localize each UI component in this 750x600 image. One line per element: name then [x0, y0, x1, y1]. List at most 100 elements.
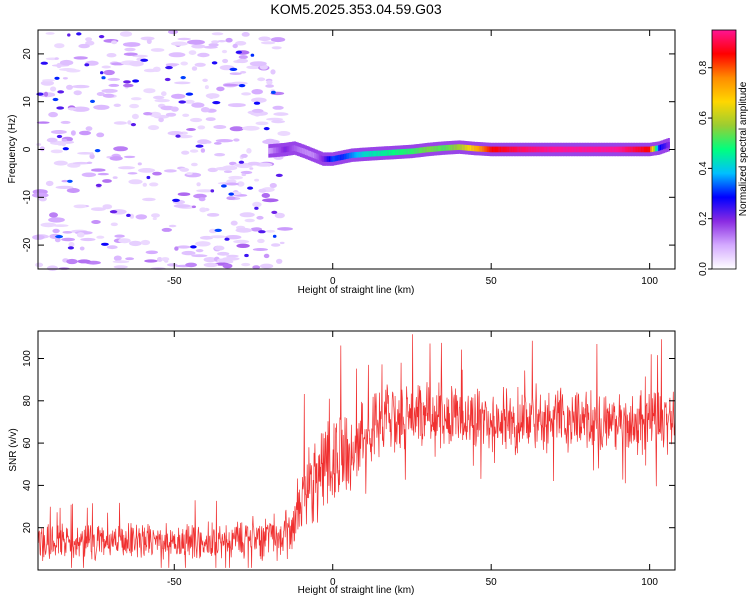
snr-series-line — [37, 334, 676, 568]
noise-blob — [80, 237, 96, 242]
noise-blob — [207, 167, 218, 173]
ridge-cell — [369, 151, 372, 157]
ridge-cell — [388, 149, 391, 156]
ridge-cell — [352, 152, 355, 158]
noise-blob — [200, 107, 210, 113]
ridge-cell — [447, 144, 450, 151]
ridge-cell — [609, 146, 612, 153]
noise-blob — [125, 257, 135, 261]
noise-blob — [102, 179, 112, 183]
ridge-cell — [520, 146, 523, 153]
ridge-cell — [480, 146, 483, 152]
ridge-cell — [507, 146, 510, 153]
colorbar-ticks: 0.0 0.2 0.4 0.6 0.8 — [698, 60, 712, 276]
noise-blob — [106, 53, 117, 58]
noise-blob — [52, 97, 59, 102]
ridge-cell — [564, 146, 567, 153]
noise-blob — [95, 183, 102, 187]
noise-blob — [171, 41, 188, 46]
noise-blob — [215, 166, 232, 171]
noise-blob — [49, 212, 58, 218]
noise-blob — [85, 126, 93, 131]
noise-blob — [213, 142, 222, 145]
noise-blob — [174, 81, 191, 85]
noise-blob — [46, 265, 59, 272]
ridge-cell — [401, 149, 404, 155]
ridge-cell — [572, 146, 575, 153]
noise-blob — [205, 117, 216, 121]
noise-blob — [276, 258, 283, 264]
noise-blob — [211, 32, 224, 36]
noise-blob — [111, 40, 118, 45]
noise-blob — [228, 175, 243, 180]
ridge-cell — [604, 146, 607, 153]
ridge-cell — [626, 146, 629, 153]
noise-blob — [251, 97, 267, 103]
ridge-cell — [550, 146, 553, 153]
ridge-cell — [577, 146, 580, 153]
ridge-cell — [521, 146, 525, 153]
noise-blob — [190, 245, 197, 249]
noise-blob — [255, 121, 269, 126]
noise-blob — [43, 91, 49, 97]
ridge-cell — [585, 146, 588, 153]
ridge-cell — [380, 150, 384, 157]
noise-blob — [191, 254, 208, 258]
noise-blob — [200, 148, 206, 153]
ridge-cell — [552, 146, 555, 153]
ridge-cell — [493, 146, 496, 153]
noise-blob — [57, 90, 65, 94]
ridge-cell — [271, 147, 274, 154]
noise-blob — [171, 93, 186, 99]
noise-blob — [254, 178, 260, 182]
noise-blob — [151, 213, 160, 218]
ridge-cell — [544, 146, 547, 153]
noise-blob — [149, 111, 162, 117]
noise-blob — [170, 106, 179, 112]
ridge-cell — [339, 154, 342, 161]
noise-blob — [113, 255, 122, 261]
ridge-cell — [613, 146, 616, 153]
noise-blob — [118, 166, 135, 170]
ridge-cell — [274, 147, 277, 154]
noise-blob — [172, 198, 180, 202]
figure-title: KOM5.2025.353.04.59.G03 — [270, 1, 441, 17]
noise-blob — [61, 237, 75, 242]
noise-blob — [214, 153, 226, 157]
ridge-cell — [374, 150, 377, 157]
noise-blob — [101, 242, 109, 246]
noise-blob — [214, 245, 225, 251]
ridge-cell — [640, 146, 643, 153]
noise-blob — [198, 197, 206, 202]
y-tick-label: 20 — [22, 522, 33, 534]
noise-blob — [123, 80, 131, 84]
ridge-cell — [319, 154, 322, 161]
ridge-cell — [590, 146, 593, 153]
noise-blob — [119, 31, 133, 37]
noise-blob — [178, 100, 186, 104]
ridge-cell — [309, 151, 312, 157]
ridge-cell — [328, 156, 331, 162]
ridge-cell — [498, 146, 501, 153]
noise-blob — [100, 71, 104, 75]
ridge-cell — [279, 147, 282, 153]
noise-blob — [222, 263, 233, 269]
noise-blob — [149, 182, 159, 187]
noise-blob — [181, 150, 190, 155]
noise-blob — [247, 161, 261, 166]
noise-blob — [174, 246, 179, 251]
noise-blob — [110, 222, 118, 227]
ridge-cell — [268, 148, 271, 154]
ridge-cell — [306, 149, 309, 156]
noise-blob — [230, 220, 238, 226]
noise-blob — [195, 241, 211, 247]
ridge-cell — [334, 155, 338, 162]
ridge-cell — [277, 147, 281, 153]
ridge-cell — [320, 155, 323, 162]
noise-blob — [90, 99, 95, 103]
noise-blob — [50, 86, 57, 92]
noise-blob — [232, 43, 238, 49]
noise-blob — [52, 228, 60, 234]
ridge-cell — [382, 150, 385, 156]
ridge-cell — [430, 146, 433, 152]
